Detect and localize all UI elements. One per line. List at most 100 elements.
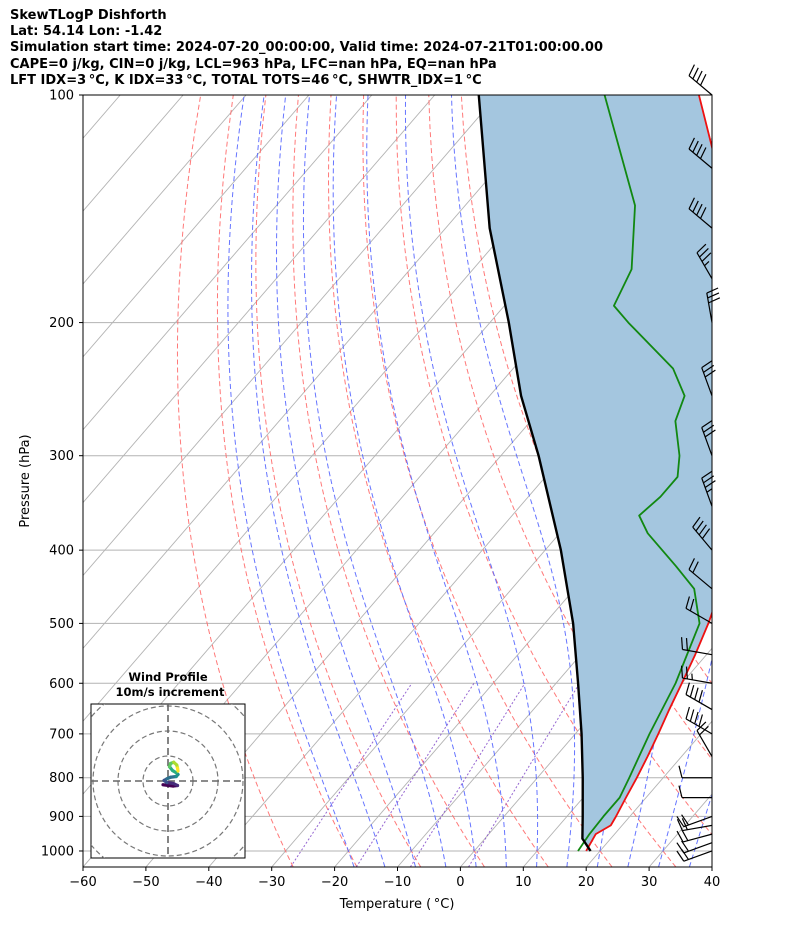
moist-adiabat (688, 792, 712, 867)
barb-feather (694, 711, 699, 725)
barb-staff (682, 824, 713, 832)
barb-feather (699, 725, 709, 736)
barb-feather (685, 637, 688, 651)
isotherm-line (208, 283, 712, 867)
wind-barb (688, 197, 713, 229)
hodograph-segment (161, 783, 175, 788)
barb-feather (681, 829, 689, 841)
barb-feather (678, 765, 683, 778)
dry-adiabat (176, 95, 294, 867)
barb-feather (699, 147, 707, 159)
y-tick-label: 300 (49, 449, 74, 464)
barb-feather (681, 840, 690, 852)
barb-feather (698, 714, 703, 727)
wind-barb (676, 840, 713, 854)
x-tick-label: 40 (704, 875, 721, 890)
barb-feather (678, 785, 683, 798)
moist-adiabat (276, 95, 416, 867)
barb-feather (701, 528, 711, 540)
moist-adiabat (658, 95, 712, 867)
isotherm-line (83, 95, 498, 577)
moist-adiabat (251, 95, 386, 867)
hodograph-segment (175, 766, 180, 773)
y-tick-label: 400 (49, 544, 74, 559)
barb-staff (701, 427, 713, 456)
barb-feather (698, 524, 707, 536)
barb-feather (696, 203, 703, 216)
barb-feather (676, 830, 684, 843)
parcel-line (477, 95, 592, 852)
y-tick-label: 900 (49, 810, 74, 825)
wind-barb (680, 665, 713, 684)
barb-feather (692, 140, 699, 153)
wind-barb (680, 637, 713, 656)
moist-adiabat (366, 95, 507, 867)
barb-feather (688, 137, 695, 150)
profile-lines (477, 95, 712, 852)
barb-feather (688, 558, 695, 570)
wind-barb (678, 785, 712, 799)
barb-feather (701, 420, 713, 429)
barb-feather (685, 666, 688, 679)
barb-feather (692, 200, 699, 213)
y-tick-label: 600 (49, 677, 74, 692)
barb-feather (680, 637, 684, 650)
wind-barb (688, 64, 713, 96)
dry-adiabat (216, 95, 358, 867)
barb-feather (704, 480, 716, 489)
time-line: Simulation start time: 2024-07-20_00:00:… (10, 40, 603, 56)
wind-barb (685, 596, 713, 624)
y-tick-label: 500 (49, 617, 74, 632)
dry-adiabat (395, 95, 677, 867)
wind-barb (688, 558, 713, 590)
isotherm-line (83, 95, 310, 358)
y-tick-label: 800 (49, 771, 74, 786)
barb-feather (689, 598, 695, 612)
x-axis-label: Temperature ( °C) (339, 897, 455, 912)
barb-feather (695, 520, 704, 532)
wind-barb (678, 765, 712, 779)
barb-feather (688, 64, 695, 76)
barb-feather (696, 721, 707, 731)
dry-adiabat (327, 95, 549, 867)
indices-line-1: CAPE=0 j/kg, CIN=0 j/kg, LCL=963 hPa, LF… (10, 56, 497, 72)
x-tick-label: −30 (258, 875, 285, 890)
chart-header: SkewTLogP Dishforth Lat: 54.14 Lon: -1.4… (10, 8, 603, 89)
wind-barbs (676, 64, 721, 862)
barb-feather (707, 292, 720, 299)
x-tick-label: 10 (515, 875, 532, 890)
barb-feather (699, 73, 707, 86)
x-tick-label: −10 (384, 875, 411, 890)
barb-staff (701, 367, 713, 397)
mixing-ratio-line (409, 683, 526, 867)
moist-adiabat (404, 95, 539, 867)
isotherm-line (585, 720, 712, 867)
x-tick-label: 20 (578, 875, 595, 890)
barb-feather (680, 665, 684, 679)
barb-feather (692, 561, 699, 574)
instability-shading (478, 95, 712, 851)
barb-feather (704, 429, 716, 438)
moist-adiabat (227, 95, 355, 867)
barb-feather (688, 197, 695, 210)
barb-feather (692, 516, 701, 528)
chart-title: SkewTLogP Dishforth (10, 8, 167, 23)
x-tick-label: 0 (456, 875, 464, 890)
barb-feather (701, 252, 712, 262)
wind-barb (696, 243, 713, 280)
barb-feather (698, 689, 703, 703)
barb-feather (701, 360, 713, 369)
isotherm-line (460, 574, 712, 867)
isotherm-line (397, 501, 712, 867)
mixing-ratio-line (355, 682, 475, 867)
barb-feather (681, 814, 690, 826)
wind-barb (676, 829, 713, 843)
dry-adiabat (755, 95, 794, 867)
barb-half-feather (706, 488, 713, 493)
x-tick-label: −60 (69, 875, 96, 890)
barb-feather (699, 207, 707, 219)
wind-barb (685, 682, 713, 711)
inset-subtitle: 10m/s increment (116, 685, 225, 699)
wind-barb (692, 516, 713, 551)
